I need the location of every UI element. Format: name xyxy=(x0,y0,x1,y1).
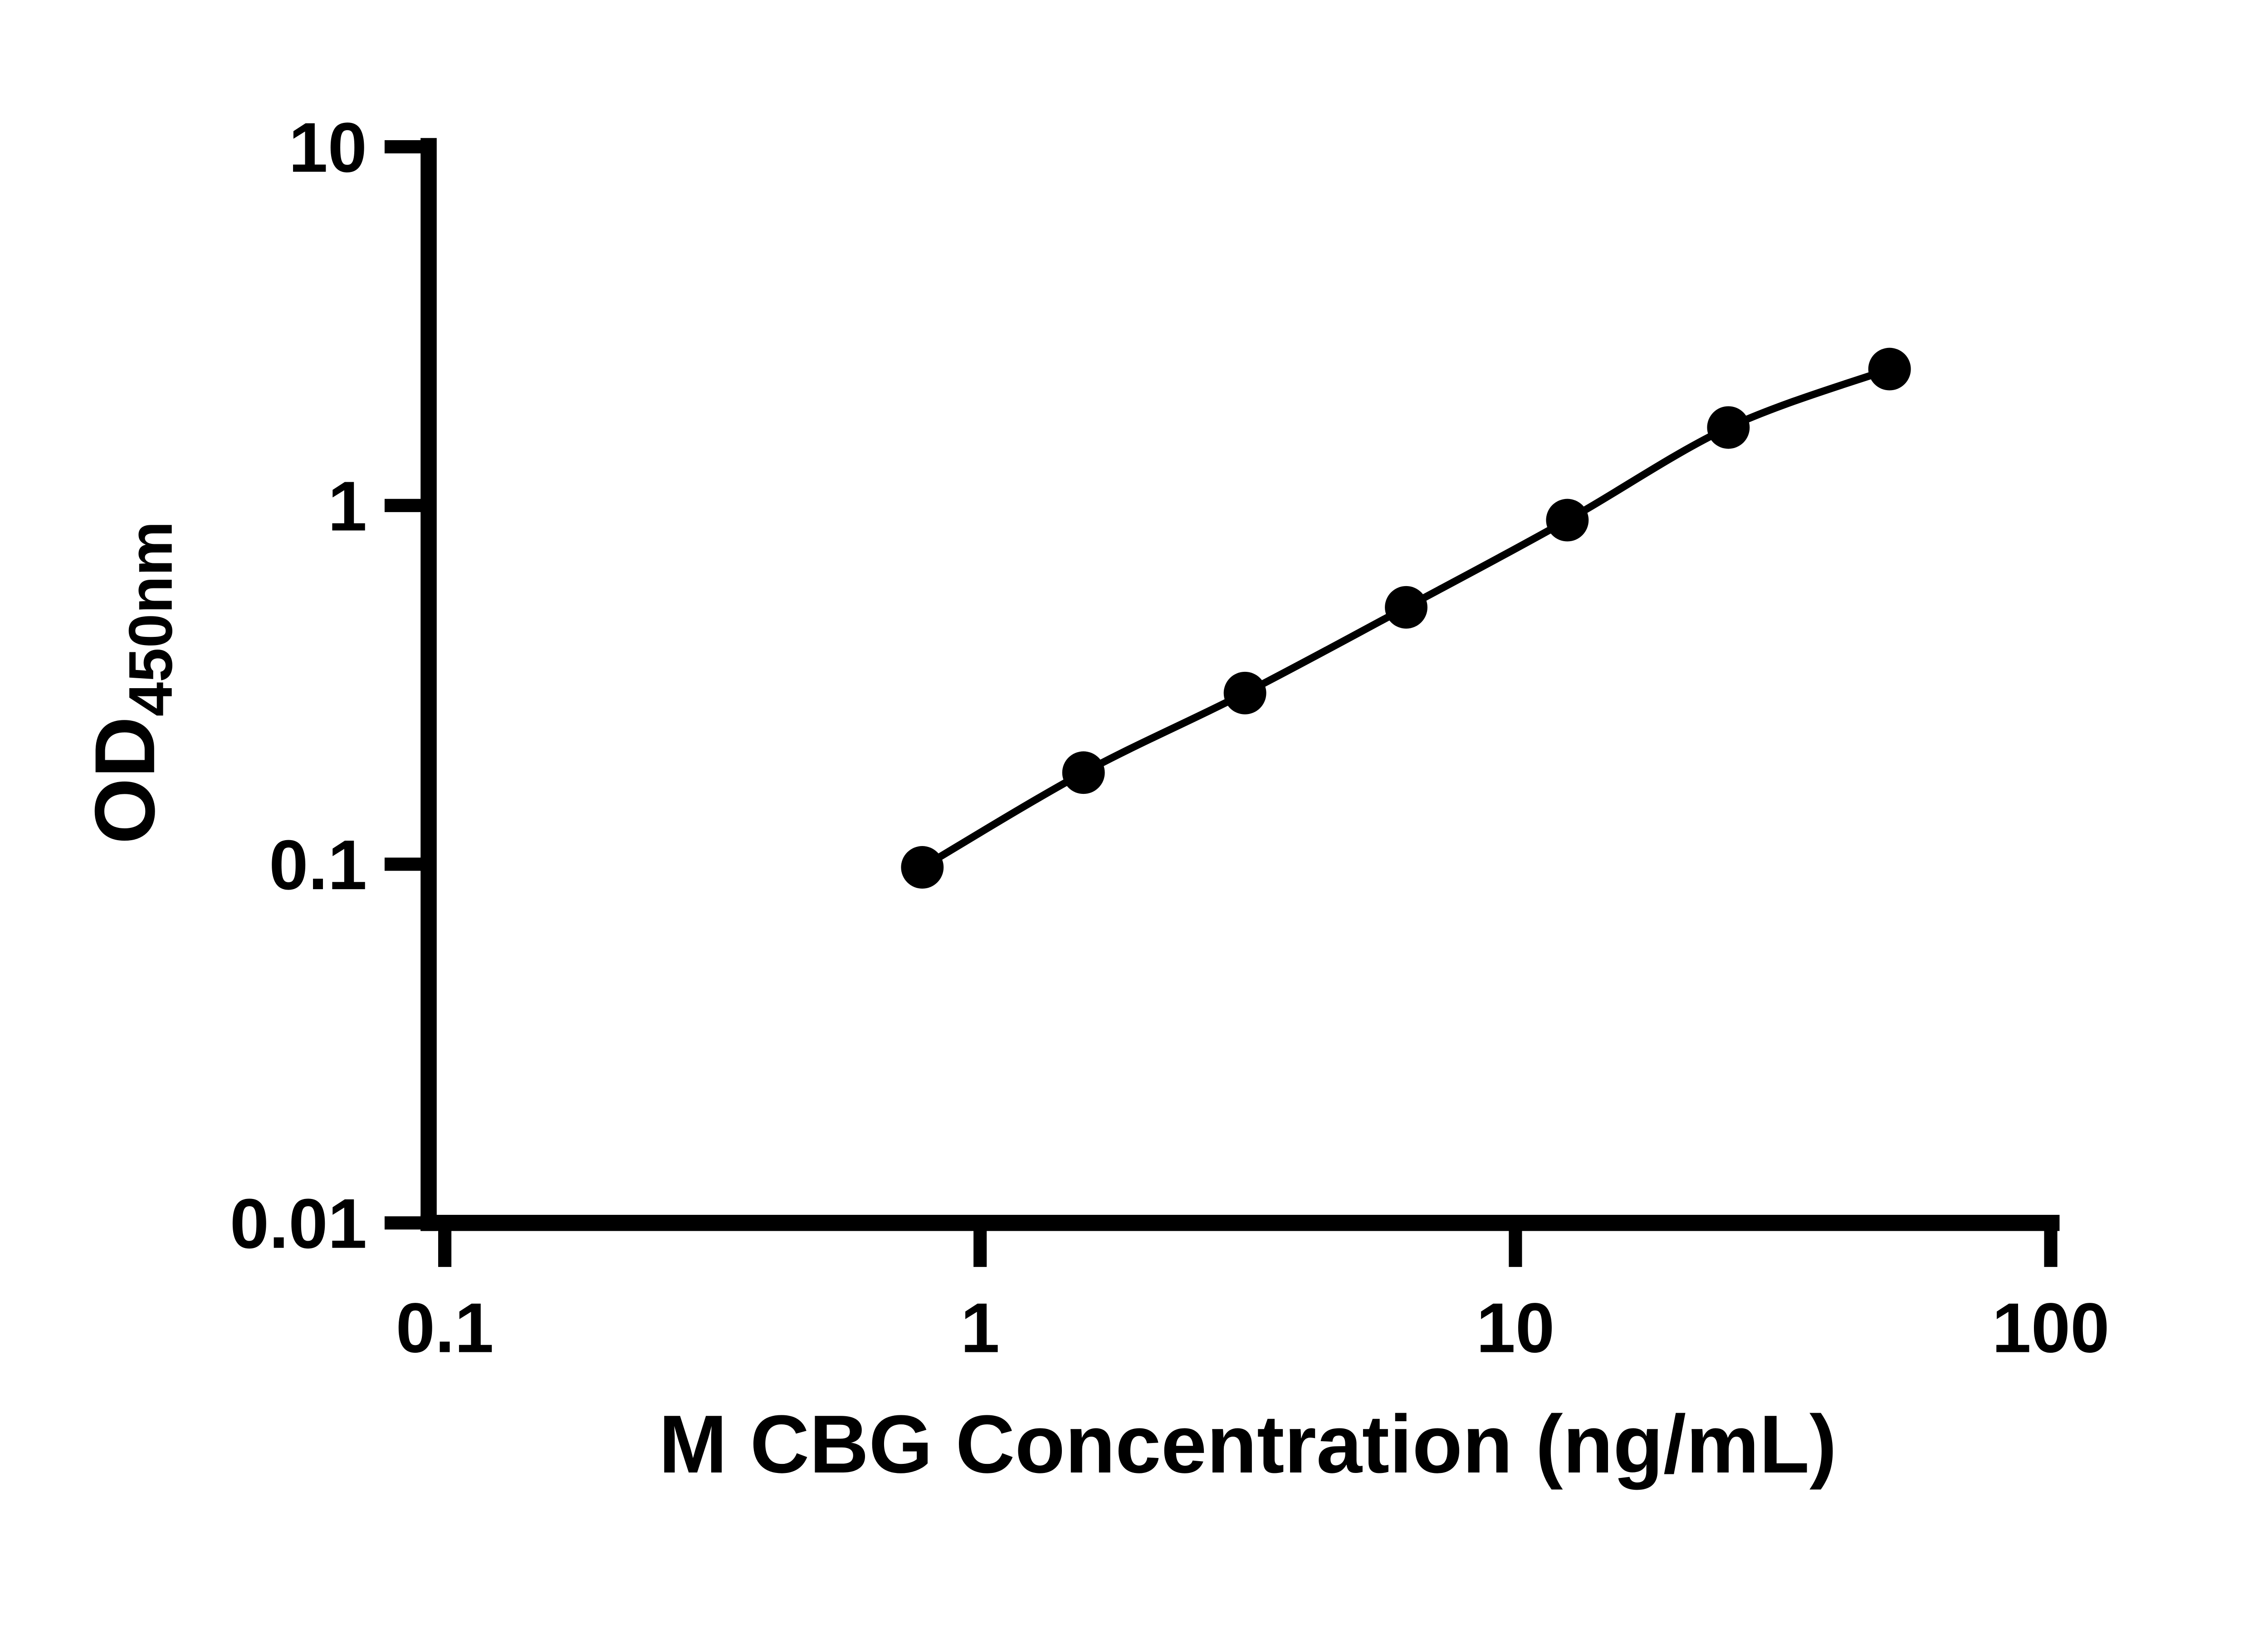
elisa-standard-curve-figure: M CBG Concentration (ng/mL) OD450nm 0.1 1… xyxy=(77,108,2110,1490)
data-point xyxy=(1868,347,1911,391)
data-point xyxy=(1546,499,1589,542)
data-point xyxy=(1385,586,1427,629)
data-point xyxy=(901,846,944,889)
data-point xyxy=(1062,751,1105,794)
x-tick-label: 100 xyxy=(1992,1288,2109,1367)
data-point xyxy=(1707,406,1750,449)
y-axis-title-main: OD xyxy=(77,716,172,844)
y-axis-title-subscript: 450nm xyxy=(116,521,185,717)
x-tick-label: 10 xyxy=(1476,1288,1554,1367)
y-tick-label: 1 xyxy=(328,466,367,545)
plot-layer: 0.1 1 10 100 0.01 0.1 1 10 xyxy=(230,108,2110,1367)
data-point xyxy=(1223,671,1266,714)
x-axis-title: M CBG Concentration (ng/mL) xyxy=(659,1399,1837,1490)
chart-canvas: M CBG Concentration (ng/mL) OD450nm 0.1 1… xyxy=(77,108,2110,1490)
x-tick-label: 1 xyxy=(961,1288,1000,1367)
y-tick-label: 0.1 xyxy=(269,825,367,904)
y-axis-title: OD450nm xyxy=(77,521,185,844)
y-tick-label: 10 xyxy=(288,108,367,187)
y-tick-label: 0.01 xyxy=(230,1184,367,1263)
x-tick-label: 0.1 xyxy=(396,1288,494,1367)
